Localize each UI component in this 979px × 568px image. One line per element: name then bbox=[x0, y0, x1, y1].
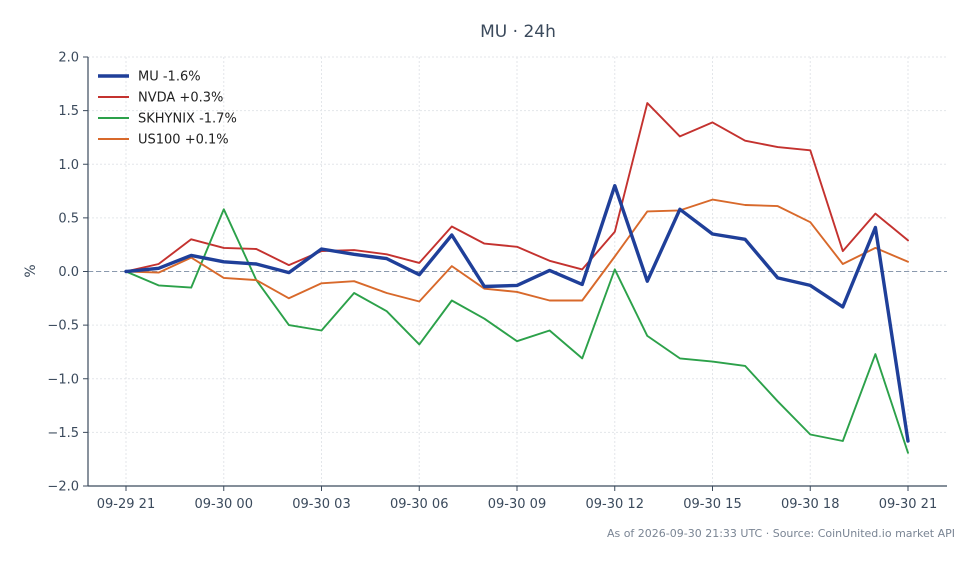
y-tick-label: 1.5 bbox=[58, 104, 79, 119]
x-tick-labels: 09-29 21 09-30 00 09-30 03 09-30 06 09-30 09… bbox=[97, 486, 937, 512]
x-tick-label: 09-30 09 bbox=[488, 497, 546, 512]
y-tick-label: −0.5 bbox=[47, 319, 79, 334]
legend-label: SKHYNIX -1.7% bbox=[138, 112, 237, 127]
grid-lines bbox=[88, 56, 947, 487]
x-tick-label: 09-30 00 bbox=[195, 497, 253, 512]
x-tick-label: 09-30 12 bbox=[586, 497, 644, 512]
x-tick-label: 09-30 18 bbox=[781, 497, 839, 512]
y-tick-label: 1.0 bbox=[58, 158, 79, 173]
series-lines bbox=[124, 102, 910, 454]
y-tick-label: −1.5 bbox=[47, 426, 79, 441]
legend-label: MU -1.6% bbox=[138, 70, 201, 85]
legend: MU -1.6% NVDA +0.3% SKHYNIX -1.7% US100 +0.… bbox=[98, 70, 237, 148]
x-tick-label: 09-30 03 bbox=[292, 497, 350, 512]
legend-label: NVDA +0.3% bbox=[138, 91, 223, 106]
legend-label: US100 +0.1% bbox=[138, 133, 229, 148]
series-line-mu bbox=[124, 183, 910, 443]
y-tick-label: −1.0 bbox=[47, 372, 79, 387]
y-tick-label: −2.0 bbox=[47, 480, 79, 495]
x-tick-label: 09-30 21 bbox=[879, 497, 937, 512]
series-line-nvda bbox=[125, 102, 909, 273]
x-tick-label: 09-29 21 bbox=[97, 497, 155, 512]
y-tick-label: 0.5 bbox=[58, 211, 79, 226]
chart-title: MU · 24h bbox=[480, 22, 556, 42]
y-axis-label: % bbox=[23, 264, 39, 277]
y-tick-label: 0.0 bbox=[58, 265, 79, 280]
x-tick-label: 09-30 06 bbox=[390, 497, 448, 512]
y-tick-label: 2.0 bbox=[58, 51, 79, 66]
footer-source-note: As of 2026-09-30 21:33 UTC · Source: Coi… bbox=[607, 527, 955, 540]
y-tick-labels: 2.0 1.5 1.0 0.5 0.0 −0.5 −1.0 −1.5 −2.0 bbox=[47, 51, 88, 495]
series-line-us100 bbox=[125, 198, 909, 303]
x-tick-label: 09-30 15 bbox=[683, 497, 741, 512]
